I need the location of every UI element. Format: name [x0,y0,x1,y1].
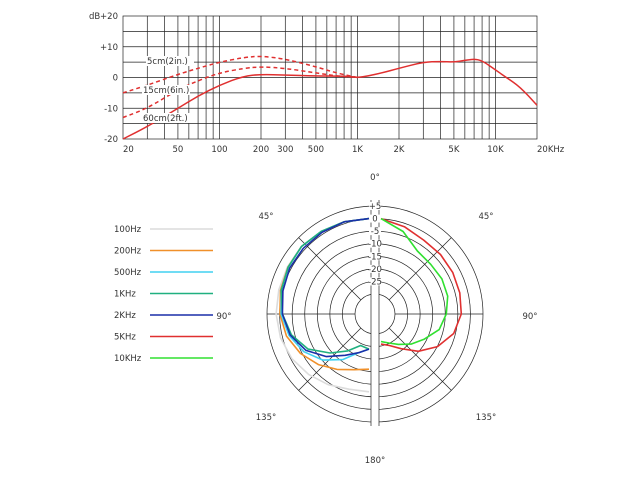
angle-labels: 0° 45° 45° 90° 90° 135° 135° 180° [216,173,537,466]
angle-label: 0° [370,173,380,183]
series-line-15cm-6in- [122,66,358,119]
legend: 100Hz 200Hz 500Hz 1KHz 2KHz 5KHz 10KHz [114,225,213,364]
legend-label: 2KHz [114,311,136,321]
x-tick-label: 50 [173,145,184,155]
polar-spoke [388,237,452,301]
r-tick-label: -15 [368,252,382,262]
radius-tick-labels: +5 0 -5 -10 -15 -20 -25 [368,202,382,287]
r-tick-bg [369,277,381,286]
angle-label: 45° [258,212,273,222]
curve-label-bg [146,56,194,66]
angle-label: 135° [256,413,276,423]
legend-label: 5KHz [114,333,136,343]
angle-label: 90° [522,312,537,322]
r-tick-label: +5 [369,202,382,212]
polar-spoke [388,327,452,391]
center-gap [371,200,379,438]
curve-label: 60cm(2ft.) [143,114,188,124]
x-tick-label: 200 [253,145,269,155]
polar-curves [275,217,463,393]
curve-label-bg [142,113,190,123]
angle-label: 180° [365,456,385,466]
angle-label: 135° [476,413,496,423]
y-tick-label: +10 [100,43,118,53]
response-curves [122,55,538,140]
curve-labels: 5cm(2in.) 15cm(6in.) 60cm(2ft.) [142,56,194,124]
y-tick-label: +20 [100,12,118,22]
curve-label-bg [142,85,190,95]
x-tick-label: 20KHz [537,145,565,155]
r-tick-bg [369,239,381,248]
polar-series-2khz [281,217,370,358]
r-tick-label: -25 [368,277,382,287]
y-tick-label: -10 [104,104,118,114]
y-tick-labels: +20 +10 0 -10 -20 [100,12,118,145]
polar-series-10khz [380,217,449,346]
curve-label: 15cm(6in.) [143,86,189,96]
x-tick-labels: 20 50 100 200 300 500 1K 2K 5K 10K 20KHz [123,145,565,155]
x-tick-label: 10K [487,145,504,155]
r-tick-label: -20 [368,265,382,275]
frequency-response-chart: +20+100-10-20 20 50 100 200 300 500 1K 2K 5K 10K 2… [89,12,565,155]
r-tick-bg [369,264,381,273]
r-tick-label: 0 [372,215,377,225]
angle-label: 90° [216,312,231,322]
r-tick-bg [369,202,381,210]
legend-label: 100Hz [114,225,142,235]
series-line-5cm-2in- [122,55,358,94]
x-tick-label: 500 [308,145,324,155]
y-tick-label: -20 [104,135,118,145]
legend-label: 500Hz [114,268,142,278]
x-tick-label: 300 [277,145,293,155]
r-tick-bg [369,227,381,236]
x-tick-label: 5K [448,145,459,155]
legend-label: 1KHz [114,290,136,300]
r-tick-bg [369,252,381,261]
r-tick-label: -10 [368,240,382,250]
x-tick-label: 20 [123,145,134,155]
r-tick-bg [369,214,381,223]
legend-label: 200Hz [114,247,142,257]
angle-label: 45° [478,212,493,222]
x-tick-label: 2K [394,145,405,155]
series-line-60cm-2ft- [122,58,538,140]
r-tick-label: -5 [371,227,379,237]
x-tick-label: 100 [211,145,227,155]
y-tick-label: 0 [113,74,118,84]
curve-label: 5cm(2in.) [147,57,188,67]
legend-label: 10KHz [114,354,142,364]
polar-spoke [298,237,362,301]
x-tick-label: 1K [352,145,363,155]
polar-series-5khz [380,217,463,353]
y-unit-label: dB [89,12,100,22]
